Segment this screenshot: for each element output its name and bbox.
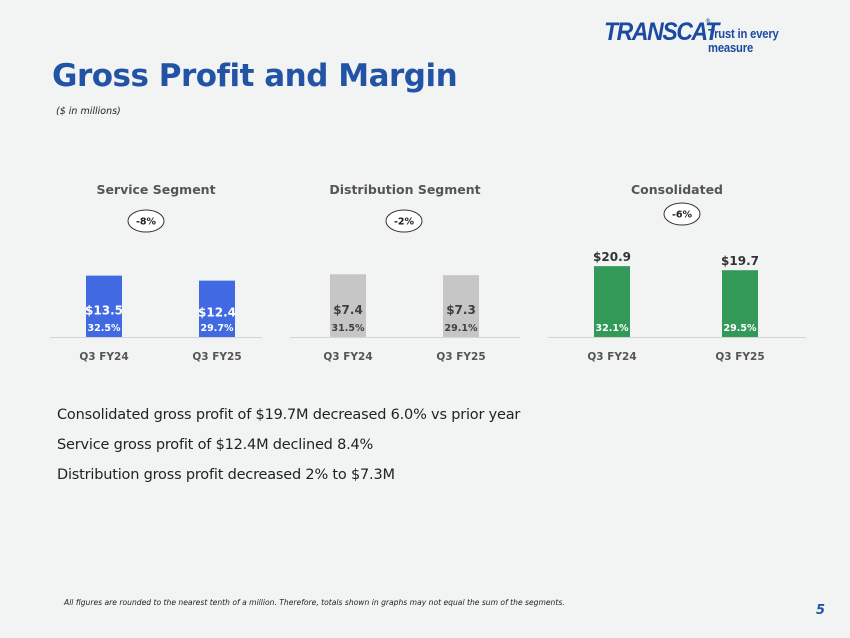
bar-value-label: $19.7: [721, 254, 759, 268]
logo-registered-mark: ®: [705, 18, 711, 25]
summary-bullets: Consolidated gross profit of $19.7M decr…: [57, 404, 520, 494]
chart-title: Distribution Segment: [329, 182, 480, 197]
page-number: 5: [816, 603, 826, 618]
logo-wordmark: TRANSCAT: [604, 18, 719, 46]
category-tick-label: Q3 FY24: [323, 351, 372, 363]
chart-bar: [722, 270, 758, 337]
change-label: -8%: [136, 217, 157, 228]
footnote: All figures are rounded to the nearest t…: [64, 598, 565, 607]
chart-bar: [199, 280, 235, 337]
bar-margin-label: 32.5%: [88, 323, 121, 334]
summary-bullet: Service gross profit of $12.4M declined …: [57, 437, 374, 453]
change-label: -2%: [394, 217, 415, 228]
category-tick-label: Q3 FY24: [79, 351, 128, 363]
category-tick-label: Q3 FY25: [436, 351, 485, 363]
category-tick-label: Q3 FY24: [587, 351, 636, 363]
page-subtitle: ($ in millions): [56, 106, 121, 117]
summary-bullet: Consolidated gross profit of $19.7M decr…: [57, 407, 521, 423]
chart-bar: [330, 274, 366, 337]
gross-profit-charts: Service Segment $13.5 32.5% Q3 FY24 $12.4 29.…: [50, 182, 806, 363]
bar-value-label: $7.3: [446, 303, 476, 317]
bar-margin-label: 29.1%: [445, 323, 478, 334]
change-bubble: [385, 209, 423, 233]
change-bubble: [127, 209, 165, 233]
bar-value-label: $13.5: [85, 303, 123, 317]
bar-margin-label: 32.1%: [596, 323, 629, 334]
chart-title: Service Segment: [96, 182, 215, 197]
summary-bullet: Distribution gross profit decreased 2% t…: [57, 467, 395, 483]
chart-bar: [594, 266, 630, 337]
chart-bar: [443, 275, 479, 337]
bar-margin-label: 31.5%: [332, 323, 365, 334]
logo-tagline: Trust in every measure: [708, 27, 779, 55]
change-label: -6%: [672, 210, 693, 221]
change-bubble: [663, 202, 701, 226]
bar-margin-label: 29.7%: [201, 323, 234, 334]
bar-value-label: $12.4: [198, 306, 236, 320]
category-tick-label: Q3 FY25: [192, 351, 241, 363]
page-title: Gross Profit and Margin: [52, 58, 458, 94]
category-tick-label: Q3 FY25: [715, 351, 764, 363]
bar-value-label: $20.9: [593, 250, 631, 264]
transcat-logo: TRANSCAT ® Trust in every measure: [604, 18, 814, 55]
chart-title: Consolidated: [631, 182, 723, 197]
bar-margin-label: 29.5%: [724, 323, 757, 334]
bar-value-label: $7.4: [333, 303, 363, 317]
chart-bar: [86, 275, 122, 337]
